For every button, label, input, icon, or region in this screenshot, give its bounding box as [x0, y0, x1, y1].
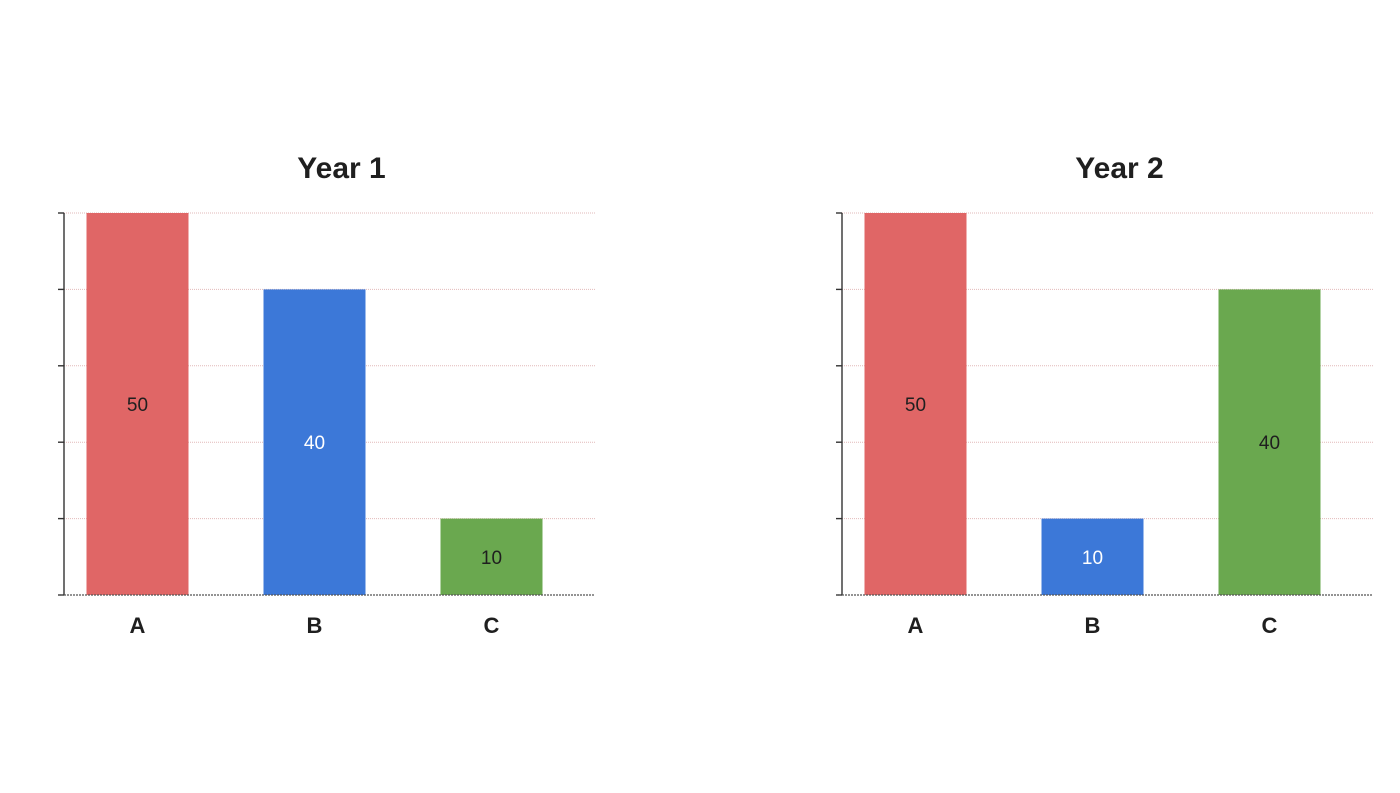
value-label-c: 10	[481, 548, 502, 569]
chart-2: Year 2 50 A 10 B 40 C	[836, 152, 1373, 638]
category-label-c: C	[484, 613, 500, 638]
bar-c	[1218, 289, 1321, 595]
category-label-c: C	[1262, 613, 1278, 638]
category-label-a: A	[908, 613, 924, 638]
category-label-b: B	[1085, 613, 1101, 638]
bar-b	[263, 289, 366, 595]
value-label-a: 50	[905, 395, 926, 416]
chart-title: Year 1	[297, 152, 385, 185]
category-label-b: B	[307, 613, 323, 638]
bar-a	[864, 213, 967, 595]
bar-c	[440, 518, 543, 595]
value-label-b: 40	[304, 433, 325, 454]
value-label-a: 50	[127, 395, 148, 416]
value-label-c: 40	[1259, 433, 1280, 454]
chart-1: Year 1 50 A 40 B 10 C	[58, 152, 595, 638]
bar-a	[86, 213, 189, 595]
value-label-b: 10	[1082, 548, 1103, 569]
chart-title: Year 2	[1075, 152, 1163, 185]
category-label-a: A	[130, 613, 146, 638]
bar-b	[1041, 518, 1144, 595]
